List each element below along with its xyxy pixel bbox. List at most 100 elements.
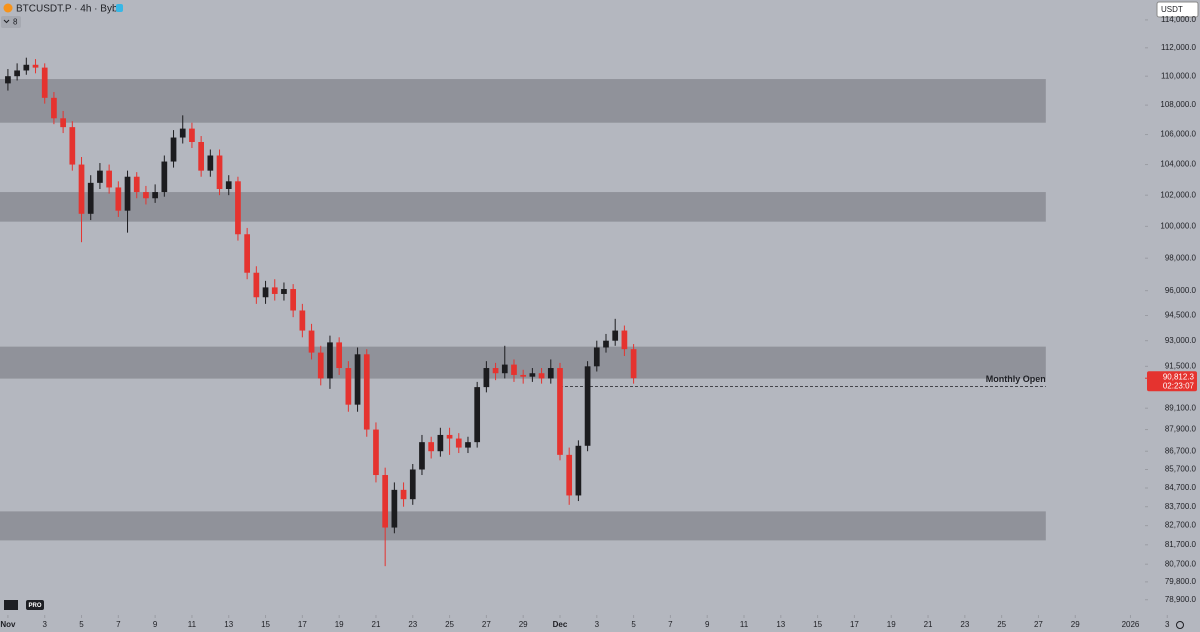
settings-icon[interactable] bbox=[1176, 621, 1184, 629]
y-tick-label: 93,000.0 bbox=[1165, 336, 1197, 345]
candle-body bbox=[271, 287, 278, 294]
candle-body bbox=[419, 442, 425, 470]
x-tick-label: 9 bbox=[705, 620, 710, 629]
y-tick-label: 86,700.0 bbox=[1165, 446, 1197, 455]
countdown: 02:23:07 bbox=[1163, 381, 1195, 390]
coin-icon bbox=[3, 3, 13, 13]
candle-body bbox=[32, 64, 39, 68]
candle-body bbox=[290, 289, 297, 311]
pro-badge bbox=[26, 600, 44, 610]
monthly-open-label: Monthly Open bbox=[986, 374, 1046, 384]
y-tick-label: 106,000.0 bbox=[1160, 130, 1196, 139]
candle-body bbox=[14, 70, 20, 77]
currency-button[interactable] bbox=[1156, 1, 1199, 18]
candle-body bbox=[133, 176, 140, 193]
y-tick-label: 110,000.0 bbox=[1161, 71, 1197, 80]
y-tick-label: 80,700.0 bbox=[1165, 559, 1197, 568]
candle-body bbox=[400, 489, 407, 500]
indicators-toggle[interactable] bbox=[1, 16, 21, 28]
last-price-tag bbox=[1147, 371, 1197, 392]
candle-body bbox=[253, 272, 260, 298]
x-tick-label: 25 bbox=[445, 620, 454, 629]
x-tick-label: 25 bbox=[997, 620, 1006, 629]
x-tick-label: 11 bbox=[740, 620, 749, 629]
y-tick-label: 112,000.0 bbox=[1161, 43, 1197, 52]
candle-body bbox=[262, 287, 269, 298]
x-tick-label: 13 bbox=[224, 620, 233, 629]
x-tick-label: 27 bbox=[1034, 620, 1043, 629]
candle-body bbox=[603, 340, 609, 348]
plot: Monthly Open bbox=[0, 57, 1046, 567]
tv-logo bbox=[4, 600, 18, 610]
candle-body bbox=[225, 181, 232, 189]
y-tick-label: 85,700.0 bbox=[1165, 465, 1197, 474]
candle-body bbox=[446, 434, 453, 439]
exchange-badge bbox=[116, 4, 123, 12]
candle-body bbox=[437, 434, 444, 452]
x-tick-label: 17 bbox=[298, 620, 307, 629]
candle-body bbox=[308, 330, 315, 353]
x-tick-label: 27 bbox=[482, 620, 491, 629]
chevron bbox=[3, 19, 10, 24]
y-tick-label: 102,000.0 bbox=[1160, 190, 1196, 199]
candle-body bbox=[483, 368, 490, 388]
candle-body bbox=[612, 330, 619, 341]
x-tick-label: 29 bbox=[1071, 620, 1080, 629]
candle-body bbox=[216, 155, 223, 189]
candle-body bbox=[51, 97, 57, 119]
candle-body bbox=[5, 76, 11, 84]
candle-body bbox=[557, 368, 563, 455]
candle-body bbox=[41, 67, 48, 98]
y-tick-label: 84,700.0 bbox=[1165, 483, 1197, 492]
chart-title: BTCUSDT.P · 4h · Bybit bbox=[16, 4, 123, 15]
candle-body bbox=[529, 373, 536, 377]
indicator-count: 8 bbox=[13, 18, 18, 27]
candle-body bbox=[170, 137, 177, 162]
y-tick-label: 104,000.0 bbox=[1160, 160, 1196, 169]
candle-body bbox=[391, 489, 398, 528]
candle-body bbox=[198, 142, 204, 171]
x-tick-label: 3 bbox=[42, 620, 47, 629]
currency: USDT bbox=[1161, 5, 1183, 14]
x-tick-label: Nov bbox=[0, 620, 16, 629]
x-tick-label: 29 bbox=[519, 620, 528, 629]
candle-body bbox=[115, 187, 122, 211]
candle-body bbox=[584, 366, 591, 446]
zone bbox=[0, 192, 1046, 222]
candle-body bbox=[207, 155, 214, 171]
candle-body bbox=[124, 176, 131, 211]
y-tick-label: 100,000.0 bbox=[1160, 221, 1196, 230]
candle-body bbox=[345, 368, 352, 405]
x-tick-label: 11 bbox=[188, 620, 197, 629]
candle-body bbox=[244, 234, 250, 273]
x-tick-label: 9 bbox=[153, 620, 158, 629]
last-price-label: 90,812.3 bbox=[1163, 372, 1195, 381]
x-tick-label: 7 bbox=[116, 620, 121, 629]
candle-body bbox=[520, 374, 527, 377]
x-tick-label: 21 bbox=[372, 620, 381, 629]
y-tick-label: 98,000.0 bbox=[1165, 253, 1197, 262]
candle-body bbox=[78, 164, 85, 214]
candle-body bbox=[373, 429, 379, 476]
y-tick-label: 96,000.0 bbox=[1165, 286, 1197, 295]
y-tick-label: 114,000.0 bbox=[1161, 15, 1197, 24]
y-tick-label: 78,900.0 bbox=[1165, 595, 1197, 604]
x-tick-label: 15 bbox=[261, 620, 270, 629]
x-tick-label: 21 bbox=[924, 620, 933, 629]
candle-body bbox=[299, 310, 306, 331]
candle-body bbox=[179, 128, 186, 138]
x-tick-label: 2026 bbox=[1122, 620, 1140, 629]
y-tick-label: 108,000.0 bbox=[1160, 100, 1196, 109]
y-tick-label: 91,500.0 bbox=[1165, 361, 1197, 370]
candle-body bbox=[97, 170, 103, 183]
candle-body bbox=[566, 454, 573, 496]
candle-body bbox=[593, 347, 600, 367]
y-tick-label: 81,700.0 bbox=[1165, 540, 1197, 549]
y-tick-label: 82,700.0 bbox=[1165, 521, 1197, 530]
x-tick-label: 5 bbox=[631, 620, 636, 629]
candle-body bbox=[281, 289, 287, 294]
candle-body bbox=[354, 354, 361, 405]
candle-body bbox=[511, 364, 517, 375]
candle-body bbox=[23, 64, 30, 71]
